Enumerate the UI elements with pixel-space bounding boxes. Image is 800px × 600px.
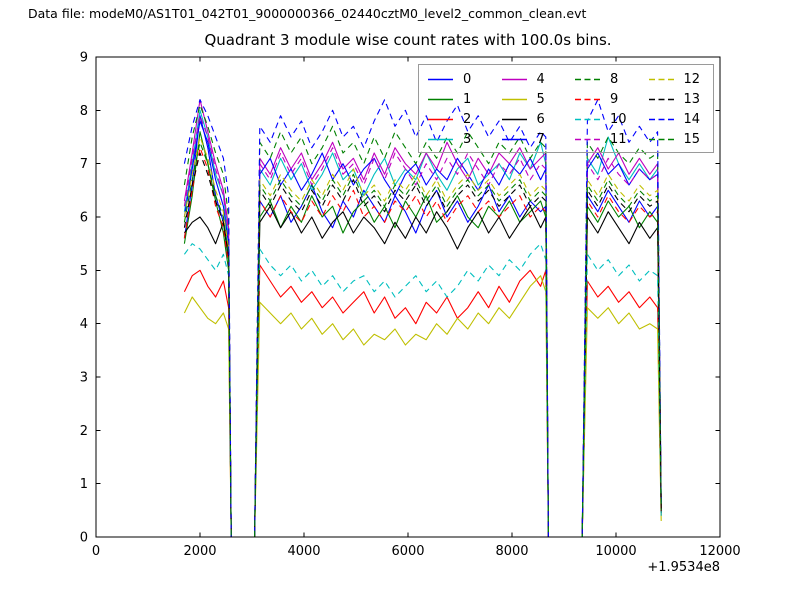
- legend-line-sample-1: [428, 98, 453, 100]
- legend-entry-label-2: 2: [463, 111, 472, 127]
- y-tick-label-4: 4: [80, 317, 88, 332]
- y-tick-label-8: 8: [80, 104, 88, 119]
- legend-entry-9: 9: [566, 89, 640, 109]
- y-tick-label-2: 2: [80, 424, 88, 439]
- legend-line-sample-15: [648, 138, 674, 140]
- legend-entry-6: 6: [493, 109, 567, 129]
- x-tick-label-10000: 10000: [595, 544, 636, 559]
- x-tick-label-12000: 12000: [699, 544, 740, 559]
- legend-line-sample-8: [575, 78, 600, 80]
- legend-entry-11: 11: [566, 129, 640, 149]
- legend-entry-8: 8: [566, 69, 640, 89]
- legend-entry-label-6: 6: [536, 111, 545, 127]
- legend-entry-label-13: 13: [683, 91, 701, 107]
- legend-line-sample-13: [648, 98, 674, 100]
- legend-entry-10: 10: [566, 109, 640, 129]
- legend-entry-label-11: 11: [610, 131, 627, 147]
- legend-entry-2: 2: [419, 109, 493, 129]
- legend-entry-label-8: 8: [610, 71, 619, 87]
- legend-entry-1: 1: [419, 89, 493, 109]
- chart-title: Quadrant 3 module wise count rates with …: [204, 31, 612, 49]
- legend-entry-0: 0: [419, 69, 493, 89]
- legend-line-sample-5: [501, 98, 527, 100]
- legend-entry-13: 13: [640, 89, 714, 109]
- legend-line-sample-12: [648, 78, 674, 80]
- x-tick-label-4000: 4000: [287, 544, 320, 559]
- y-tick-label-3: 3: [80, 371, 88, 386]
- legend-entry-label-1: 1: [463, 91, 472, 107]
- legend-line-sample-0: [428, 78, 453, 80]
- legend-entry-7: 7: [493, 129, 567, 149]
- y-tick-label-6: 6: [80, 211, 88, 226]
- x-tick-label-6000: 6000: [391, 544, 424, 559]
- legend-entry-label-14: 14: [683, 111, 701, 127]
- legend: 0 1 2 3 4 5 6 7 8 9 10 11 12 13 14 15: [418, 64, 714, 153]
- legend-entry-12: 12: [640, 69, 714, 89]
- datafile-label: Data file: modeM0/AS1T01_042T01_90000003…: [28, 6, 587, 21]
- legend-line-sample-2: [428, 118, 453, 120]
- legend-entry-15: 15: [640, 129, 714, 149]
- legend-entry-4: 4: [493, 69, 567, 89]
- legend-entry-label-4: 4: [536, 71, 545, 87]
- legend-entry-5: 5: [493, 89, 567, 109]
- y-tick-label-7: 7: [80, 157, 88, 172]
- legend-entry-label-9: 9: [610, 91, 619, 107]
- series-line-10: [183, 243, 662, 537]
- y-tick-label-9: 9: [80, 51, 88, 66]
- legend-entry-label-12: 12: [683, 71, 701, 87]
- y-tick-label-5: 5: [80, 264, 88, 279]
- legend-entry-3: 3: [419, 129, 493, 149]
- legend-entry-label-3: 3: [463, 131, 472, 147]
- series-line-5: [183, 275, 662, 537]
- series-line-14: [183, 99, 662, 537]
- y-tick-label-0: 0: [80, 531, 88, 546]
- legend-line-sample-3: [428, 138, 453, 140]
- legend-entry-label-10: 10: [610, 111, 627, 127]
- legend-line-sample-6: [501, 118, 527, 120]
- legend-line-sample-4: [501, 78, 527, 80]
- legend-line-sample-9: [575, 98, 600, 100]
- x-tick-label-0: 0: [92, 544, 100, 559]
- legend-entry-label-5: 5: [536, 91, 545, 107]
- legend-line-sample-14: [648, 118, 674, 120]
- legend-entry-label-0: 0: [463, 71, 472, 87]
- legend-line-sample-10: [575, 118, 600, 120]
- x-tick-label-8000: 8000: [495, 544, 528, 559]
- legend-entry-label-7: 7: [536, 131, 545, 147]
- legend-line-sample-11: [575, 138, 600, 140]
- legend-entry-14: 14: [640, 109, 714, 129]
- legend-entry-label-15: 15: [683, 131, 701, 147]
- x-axis-offset-label: +1.9534e8: [647, 560, 720, 575]
- legend-line-sample-7: [501, 138, 527, 140]
- x-tick-label-2000: 2000: [183, 544, 216, 559]
- y-tick-label-1: 1: [80, 477, 88, 492]
